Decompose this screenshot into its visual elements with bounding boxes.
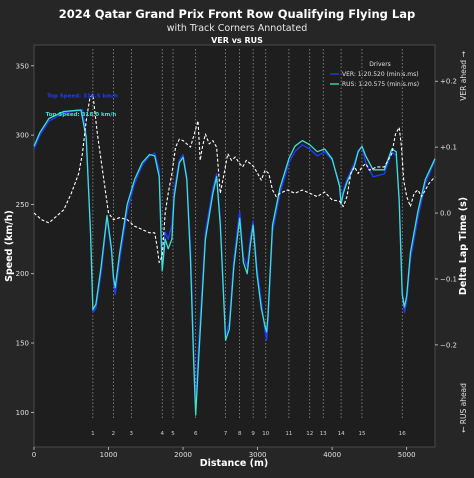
- y2-tick-label: −0.1: [440, 275, 457, 283]
- corner-label: 7: [224, 431, 228, 437]
- x-tick-label: 0: [32, 451, 36, 459]
- corner-label: 11: [285, 431, 292, 437]
- legend-title: Drivers: [369, 61, 391, 68]
- corner-label: 5: [171, 431, 175, 437]
- legend-label: RUS: 1:20.575 (min:s.ms): [342, 81, 419, 88]
- x-tick-label: 2000: [174, 451, 192, 459]
- corner-label: 10: [262, 431, 269, 437]
- y2-tick-label: +0.1: [440, 144, 457, 152]
- corner-markers: 1 2 3 4 5 6 7 8 9 10 11 12 13 14 15 16: [91, 49, 406, 437]
- corner-label: 9: [251, 431, 255, 437]
- legend-label: VER: 1:20.520 (min:s.ms): [342, 71, 419, 78]
- y-tick-label: 350: [16, 62, 29, 70]
- x-tick-label: 1000: [100, 451, 118, 459]
- top-speed-annotation: Top Speed: 318.5 km/h: [47, 93, 118, 99]
- y-tick-label: 100: [16, 409, 29, 417]
- plot-panel: [33, 44, 436, 448]
- delta-line: [33, 93, 436, 264]
- y2-top-note: VER ahead →: [459, 51, 468, 100]
- corner-label: 14: [338, 431, 345, 437]
- annotations: Top Speed: 318.5 km/h Top Speed: 318.0 km…: [46, 93, 118, 118]
- corner-label: 16: [399, 431, 406, 437]
- x-axis-label: Distance (m): [200, 458, 268, 469]
- corner-label: 1: [91, 431, 95, 437]
- x-tick-label: 5000: [398, 451, 416, 459]
- y2-tick-label: +0.2: [440, 78, 457, 86]
- legend: Drivers VER: 1:20.520 (min:s.ms) RUS: 1:20…: [330, 61, 419, 88]
- corner-label: 3: [130, 431, 134, 437]
- corner-label: 6: [194, 431, 198, 437]
- y-tick-label: 150: [16, 340, 29, 348]
- axes: 0 1000 2000 3000 4000 5000 100 150 200 250 300 350 +…: [16, 62, 457, 459]
- speed-line: [33, 109, 436, 416]
- corner-label: 2: [112, 431, 116, 437]
- corner-label: 12: [306, 431, 313, 437]
- y2-tick-label: −0.2: [440, 341, 457, 349]
- chart-title: 2024 Qatar Grand Prix Front Row Qualifyi…: [59, 7, 415, 21]
- y2-axis-label: Delta Lap Time (s): [458, 197, 469, 295]
- corner-label: 4: [160, 431, 164, 437]
- chart-subtitle: with Track Corners Annotated: [167, 23, 307, 34]
- y-tick-label: 300: [16, 132, 29, 140]
- y-tick-label: 200: [16, 270, 29, 278]
- y-axis-label: Speed (km/h): [4, 210, 15, 282]
- series-lines: [33, 93, 436, 416]
- y-tick-label: 250: [16, 201, 29, 209]
- y2-bottom-note: ← RUS ahead: [459, 383, 468, 433]
- top-speed-annotation: Top Speed: 318.0 km/h: [46, 112, 117, 118]
- corner-label: 8: [238, 431, 242, 437]
- corner-label: 15: [358, 431, 365, 437]
- x-tick-label: 3000: [249, 451, 267, 459]
- panel-title: VER vs RUS: [211, 36, 263, 45]
- y2-tick-label: 0.0: [440, 210, 451, 218]
- x-tick-label: 4000: [323, 451, 341, 459]
- corner-label: 13: [320, 431, 327, 437]
